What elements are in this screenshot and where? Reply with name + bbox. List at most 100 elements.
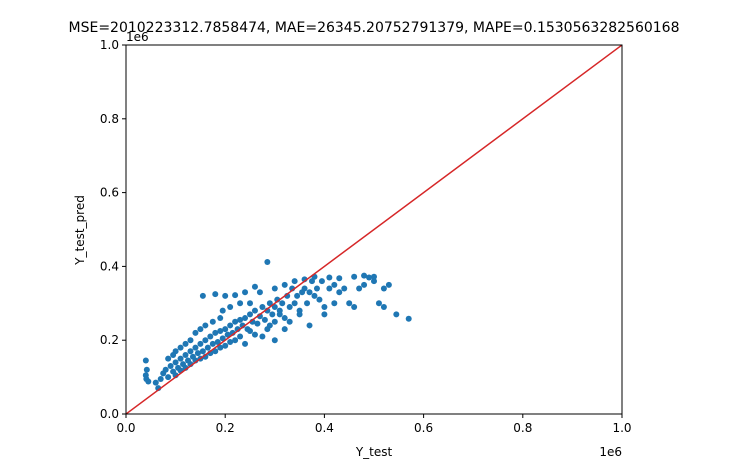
data-point: [209, 340, 216, 347]
plot-frame: [125, 44, 623, 415]
data-point: [281, 281, 288, 288]
data-point: [212, 291, 219, 298]
data-point: [165, 374, 172, 381]
data-point: [177, 355, 184, 362]
data-point: [321, 311, 328, 318]
data-point: [143, 366, 150, 373]
data-point: [336, 289, 343, 296]
data-point: [212, 348, 219, 355]
data-point: [247, 311, 253, 318]
data-point: [227, 339, 234, 346]
data-point: [271, 337, 278, 344]
data-point: [371, 273, 377, 280]
data-point: [331, 281, 338, 288]
data-point: [286, 318, 293, 325]
x-tick-label: 0.0: [116, 421, 135, 435]
x-tick-label: 0.2: [216, 421, 235, 435]
data-point: [393, 311, 400, 318]
data-point: [194, 350, 201, 357]
data-point: [204, 344, 211, 351]
data-point: [256, 289, 263, 296]
chart-title: MSE=2010223312.7858474, MAE=26345.207527…: [68, 20, 680, 36]
data-point: [251, 307, 258, 314]
data-point: [182, 340, 189, 347]
data-point: [271, 318, 278, 325]
x-axis-label: Y_test: [355, 445, 393, 459]
data-point: [316, 296, 323, 303]
data-point: [351, 273, 358, 280]
data-point: [264, 326, 271, 333]
data-point: [157, 375, 164, 382]
data-point: [341, 285, 348, 292]
data-point: [261, 316, 268, 323]
data-point: [296, 311, 303, 318]
data-point: [306, 289, 313, 296]
data-point: [165, 355, 172, 362]
data-point: [311, 292, 318, 299]
data-point: [182, 351, 189, 358]
data-point: [197, 326, 204, 333]
x-tick-label: 1.0: [612, 421, 631, 435]
data-point: [259, 333, 266, 340]
data-point: [361, 272, 368, 279]
y-tick-label: 0.6: [100, 186, 119, 200]
data-point: [326, 274, 333, 281]
data-point: [313, 285, 320, 292]
data-point: [202, 337, 209, 344]
data-point: [199, 348, 206, 355]
data-point: [142, 357, 149, 364]
data-point: [167, 363, 174, 370]
data-point: [336, 275, 343, 282]
data-point: [222, 326, 229, 333]
data-point: [405, 315, 412, 322]
data-point: [279, 300, 286, 307]
data-point: [251, 331, 258, 338]
data-point: [177, 344, 184, 351]
data-point: [224, 331, 231, 338]
scatter-points: [142, 258, 412, 392]
data-point: [207, 333, 214, 340]
y-tick-label: 1.0: [100, 38, 119, 52]
data-point: [222, 292, 229, 299]
y-tick-label: 0.0: [100, 407, 119, 421]
data-point: [380, 285, 387, 292]
x-tick-label: 0.6: [414, 421, 433, 435]
data-point: [217, 315, 224, 322]
data-point: [304, 300, 311, 307]
y-offset-label: 1e6: [126, 30, 149, 44]
y-tick-label: 0.2: [100, 333, 119, 347]
data-point: [232, 318, 239, 325]
data-point: [219, 307, 226, 314]
data-point: [162, 366, 169, 373]
data-point: [232, 292, 239, 299]
data-point: [192, 344, 199, 351]
y-axis-ticks: 0.0 0.2 0.4 0.6 0.8 1.0: [100, 38, 126, 421]
data-point: [219, 335, 226, 342]
data-point: [197, 340, 204, 347]
data-point: [237, 333, 244, 340]
data-point: [281, 315, 288, 322]
data-point: [222, 342, 229, 349]
x-tick-label: 0.4: [315, 421, 334, 435]
data-point: [251, 283, 258, 290]
data-point: [264, 258, 271, 265]
data-point: [170, 351, 177, 358]
x-tick-label: 0.8: [513, 421, 532, 435]
data-point: [309, 278, 315, 285]
data-point: [242, 315, 249, 322]
data-point: [286, 303, 293, 310]
data-point: [346, 300, 353, 307]
data-point: [331, 300, 338, 307]
data-point: [199, 292, 206, 299]
data-point: [209, 318, 216, 325]
data-point: [217, 344, 224, 351]
data-point: [217, 327, 224, 334]
data-point: [227, 322, 234, 329]
data-point: [356, 285, 363, 292]
data-point: [271, 303, 278, 310]
data-point: [371, 278, 377, 285]
data-point: [242, 289, 249, 296]
data-point: [294, 292, 301, 299]
data-point: [247, 327, 253, 334]
